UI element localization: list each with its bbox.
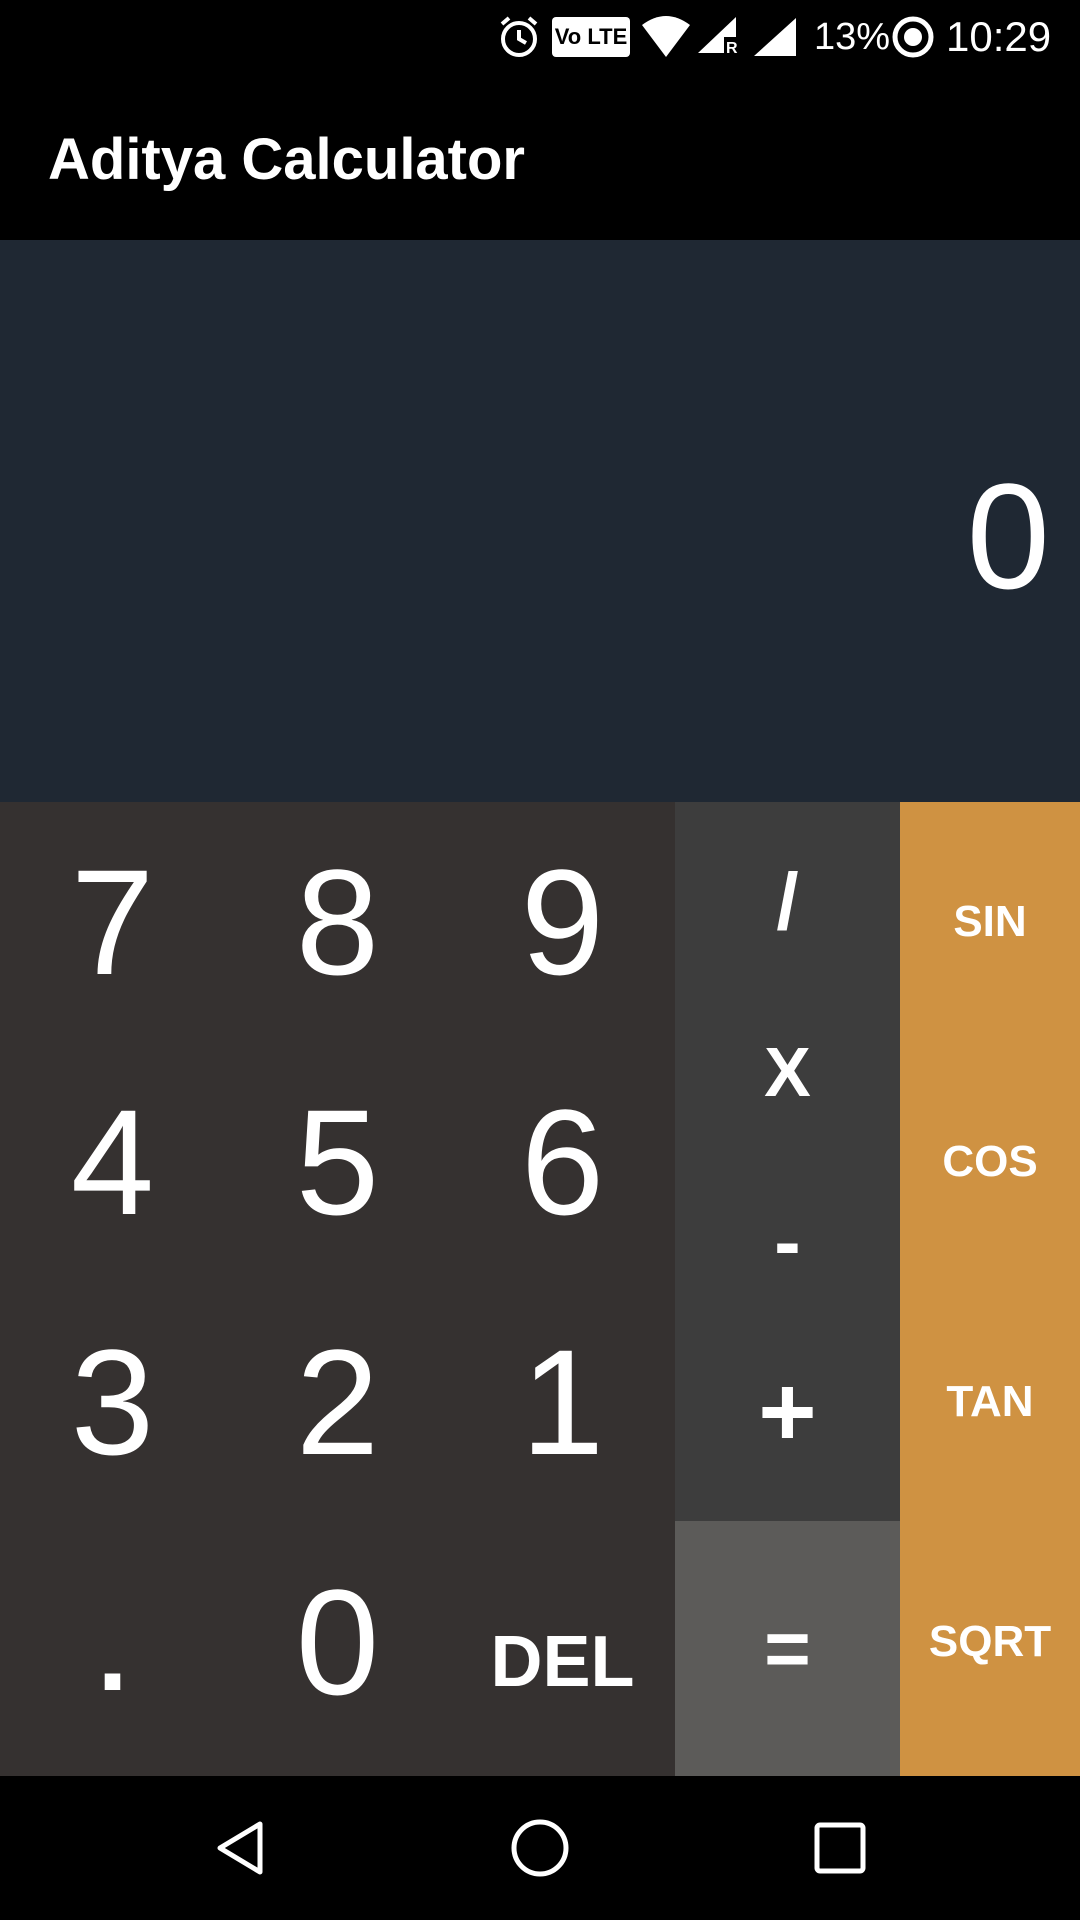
key-6[interactable]: 6 — [520, 1077, 605, 1246]
key-3[interactable]: 3 — [70, 1317, 155, 1486]
cos-button[interactable]: COS — [942, 1137, 1038, 1186]
signal-roaming-icon: R — [696, 0, 740, 74]
tan-button[interactable]: TAN — [946, 1377, 1034, 1426]
status-bar: Vo LTE R 13% 10:29 — [0, 0, 1080, 74]
sin-button[interactable]: SIN — [953, 897, 1027, 946]
sqrt-button[interactable]: SQRT — [928, 1617, 1052, 1666]
key-0[interactable]: 0 — [295, 1557, 380, 1726]
key-1[interactable]: 1 — [520, 1317, 605, 1486]
key-7[interactable]: 7 — [70, 837, 155, 1006]
roaming-label: R — [726, 40, 738, 57]
app-bar: Aditya Calculator — [0, 74, 1080, 240]
volte-icon: Vo LTE — [552, 0, 630, 74]
operator-pad: / X - + — [675, 802, 900, 1521]
app-title: Aditya Calculator — [48, 127, 525, 192]
signal-icon — [752, 0, 798, 74]
add-button[interactable]: + — [758, 1355, 817, 1468]
key-9[interactable]: 9 — [520, 837, 605, 1006]
clock: 10:29 — [946, 13, 1052, 60]
delete-button[interactable]: DEL — [490, 1622, 635, 1702]
back-icon[interactable] — [200, 1808, 280, 1888]
divide-button[interactable]: / — [776, 857, 799, 946]
keypad: 7 8 9 4 5 6 3 2 1 . 0 DEL / X - + = SIN … — [0, 802, 1080, 1776]
key-8[interactable]: 8 — [295, 837, 380, 1006]
display-value: 0 — [966, 452, 1050, 620]
key-2[interactable]: 2 — [295, 1317, 380, 1486]
multiply-button[interactable]: X — [764, 1033, 811, 1111]
recents-icon[interactable] — [800, 1808, 880, 1888]
calculator-display: 0 — [0, 240, 1080, 802]
battery-saver-icon — [890, 0, 936, 74]
number-pad: 7 8 9 4 5 6 3 2 1 . 0 DEL — [0, 802, 675, 1776]
key-4[interactable]: 4 — [70, 1077, 155, 1246]
key-decimal[interactable]: . — [97, 1590, 128, 1714]
alarm-icon — [496, 0, 542, 74]
volte-label: Vo LTE — [554, 24, 628, 49]
navigation-bar — [0, 1776, 1080, 1920]
key-5[interactable]: 5 — [295, 1077, 380, 1246]
battery-level: 13% — [814, 15, 891, 58]
home-icon[interactable] — [500, 1808, 580, 1888]
equals-button[interactable]: = — [675, 1521, 900, 1776]
subtract-button[interactable]: - — [774, 1197, 801, 1286]
function-pad: SIN COS TAN SQRT — [900, 802, 1080, 1776]
wifi-icon — [640, 0, 692, 74]
